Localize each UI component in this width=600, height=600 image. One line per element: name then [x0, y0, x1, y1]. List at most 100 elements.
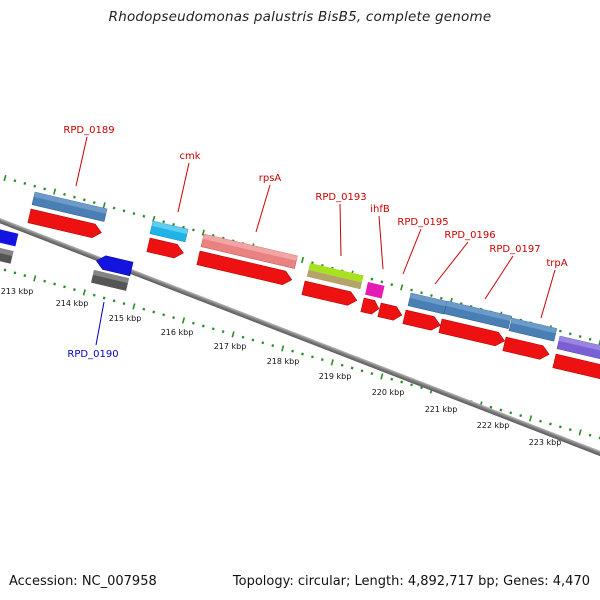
major-tick [201, 229, 205, 236]
minor-tick [261, 341, 265, 345]
minor-tick [3, 268, 7, 272]
major-tick [330, 359, 334, 366]
cds-arrow[interactable] [301, 280, 359, 307]
cds-arrow[interactable] [438, 318, 506, 348]
major-tick [82, 289, 86, 296]
minor-tick [43, 279, 47, 283]
gene-label: rpsA [259, 173, 282, 184]
gene-RPD_0190-arrow[interactable] [95, 254, 134, 277]
minor-tick [241, 335, 245, 339]
minor-tick [63, 192, 66, 196]
minor-tick [420, 291, 423, 295]
cds-arrow[interactable] [360, 297, 381, 316]
kbp-label: 220 kbp [372, 388, 405, 397]
major-tick [53, 188, 57, 195]
minor-tick [301, 352, 304, 356]
gene-track-reverse [0, 247, 134, 291]
gene-left-gray[interactable] [0, 247, 14, 264]
kbp-label: 218 kbp [267, 357, 300, 366]
minor-tick [360, 369, 364, 373]
minor-tick [23, 274, 27, 278]
major-tick [529, 415, 533, 422]
gene-RPD_0189[interactable] [31, 191, 108, 222]
cds-arrow[interactable] [377, 302, 404, 322]
gene-trpA[interactable] [556, 335, 600, 361]
gene-RPD_0196[interactable] [443, 300, 512, 330]
cds-arrow[interactable] [27, 208, 103, 240]
minor-tick [63, 285, 66, 289]
gene-RPD_0197[interactable] [508, 317, 558, 342]
kbp-label: 219 kbp [319, 372, 352, 381]
minor-tick [172, 316, 175, 320]
cds-arrow[interactable] [502, 336, 551, 361]
minor-tick [380, 280, 384, 284]
gene-RPD_0190[interactable] [91, 270, 130, 291]
minor-tick [390, 283, 394, 287]
minor-tick [23, 182, 27, 185]
minor-tick [509, 411, 513, 415]
minor-tick [271, 344, 275, 348]
major-tick [132, 303, 136, 310]
gene-label: RPD_0197 [489, 244, 540, 255]
kbp-label: 223 kbp [529, 438, 562, 447]
minor-tick [410, 288, 413, 292]
minor-tick [102, 296, 106, 300]
major-tick [181, 317, 186, 324]
major-tick [231, 331, 235, 338]
minor-tick [43, 187, 47, 191]
gene-track-top [0, 191, 600, 361]
cds-arrow[interactable] [146, 237, 185, 260]
minor-tick [53, 282, 56, 286]
gene-ihfB[interactable] [365, 282, 385, 299]
gene-label: RPD_0195 [397, 217, 448, 228]
minor-tick [13, 179, 17, 183]
kbp-label: 213 kbp [1, 287, 34, 296]
scale-labels: 213 kbp 214 kbp 215 kbp 216 kbp 217 kbp … [1, 287, 562, 447]
minor-tick [320, 358, 324, 362]
gene-RPD_0195[interactable] [407, 292, 448, 315]
minor-tick [122, 302, 126, 306]
minor-tick [142, 307, 146, 311]
minor-tick [82, 198, 86, 202]
minor-tick [132, 212, 136, 215]
minor-tick [370, 372, 374, 376]
minor-tick [578, 335, 582, 338]
gene-rpsA[interactable] [200, 233, 298, 269]
kbp-label: 222 kbp [477, 421, 510, 430]
cds-arrow-track [27, 208, 600, 381]
minor-tick [519, 414, 523, 418]
major-tick [380, 373, 384, 380]
major-tick [578, 429, 582, 436]
gene-left-blue[interactable] [0, 228, 19, 247]
minor-tick [201, 324, 205, 328]
gene-label: RPD_0193 [315, 192, 366, 203]
cds-arrow[interactable] [196, 250, 294, 287]
gene-cmk[interactable] [149, 220, 189, 243]
major-tick [102, 202, 106, 209]
gene-RPD_0193[interactable] [306, 263, 364, 290]
cds-arrow[interactable] [552, 353, 600, 381]
minor-tick [211, 327, 215, 331]
minor-tick [112, 299, 116, 303]
major-tick [281, 345, 285, 352]
kbp-label: 221 kbp [425, 405, 458, 414]
minor-tick [489, 405, 493, 409]
minor-tick [92, 293, 96, 297]
minor-tick [549, 422, 552, 426]
genome-backbone [0, 214, 600, 473]
gene-label: ihfB [370, 204, 390, 215]
major-tick [400, 284, 404, 291]
minor-tick [311, 261, 314, 265]
minor-tick [172, 223, 175, 226]
minor-tick [122, 209, 126, 213]
minor-tick [92, 201, 96, 205]
minor-tick [142, 214, 146, 218]
minor-tick [370, 277, 374, 281]
minor-tick [251, 338, 255, 342]
minor-tick [390, 377, 394, 381]
major-tick [300, 256, 305, 264]
cds-arrow[interactable] [402, 309, 442, 332]
major-tick [598, 339, 600, 346]
minor-tick [350, 366, 354, 370]
minor-tick [588, 433, 592, 437]
